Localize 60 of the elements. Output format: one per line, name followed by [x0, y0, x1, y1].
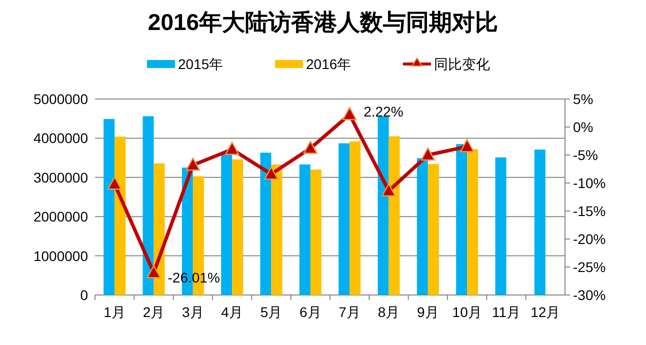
- x-tick-label: 10月: [452, 304, 482, 320]
- point: [107, 176, 122, 190]
- bar: [416, 158, 428, 295]
- bar: [534, 150, 546, 295]
- legend-label: 2016年: [306, 56, 352, 72]
- bar: [350, 141, 361, 295]
- x-tick-label: 4月: [221, 304, 243, 320]
- y2-tick-label: -15%: [573, 203, 606, 219]
- x-tick-label: 5月: [260, 304, 282, 320]
- y2-tick-label: 0%: [573, 119, 594, 135]
- x-tick-label: 1月: [104, 304, 126, 320]
- y-tick-label: 5000000: [33, 91, 88, 107]
- y-tick-label: 3000000: [33, 169, 88, 186]
- bar: [221, 152, 232, 295]
- bar: [428, 164, 439, 295]
- bar: [299, 164, 310, 295]
- y2-tick-label: -25%: [573, 259, 606, 275]
- bar: [378, 116, 389, 295]
- bar: [338, 143, 350, 295]
- point: [460, 139, 474, 152]
- x-tick-label: 6月: [300, 304, 322, 320]
- chart-title: 2016年大陆访香港人数与同期对比: [148, 9, 498, 35]
- point: [420, 147, 436, 161]
- bar: [260, 152, 272, 295]
- data-label: 2.22%: [364, 104, 404, 120]
- y-tick-label: 0: [80, 287, 88, 303]
- y2-tick-label: -5%: [573, 147, 598, 163]
- point: [303, 140, 318, 154]
- bar: [467, 149, 478, 295]
- x-tick-label: 12月: [530, 304, 560, 320]
- y-tick-label: 2000000: [33, 208, 88, 225]
- point: [342, 106, 357, 120]
- point: [146, 265, 161, 278]
- bar: [271, 164, 282, 295]
- point: [264, 166, 278, 180]
- y2-tick-label: -10%: [573, 175, 606, 191]
- x-tick-label: 9月: [417, 304, 439, 320]
- y-tick-label: 1000000: [33, 248, 88, 264]
- bar: [114, 136, 126, 295]
- x-tick-label: 8月: [378, 304, 400, 320]
- bar: [310, 170, 322, 295]
- y2-tick-label: -30%: [573, 287, 606, 303]
- legend-label: 2015年: [178, 56, 224, 72]
- bar: [142, 116, 154, 295]
- bar: [495, 157, 506, 295]
- y2-tick-label: 5%: [573, 91, 594, 107]
- point: [382, 183, 396, 196]
- x-tick-label: 3月: [182, 304, 204, 320]
- bar: [232, 159, 244, 295]
- point: [186, 157, 200, 171]
- x-tick-label: 11月: [492, 304, 521, 320]
- x-tick-label: 2月: [142, 304, 165, 320]
- point: [224, 142, 240, 155]
- y-tick-label: 4000000: [33, 130, 88, 146]
- bar: [388, 136, 400, 295]
- legend-label: 同比变化: [434, 56, 490, 72]
- x-tick-label: 7月: [338, 304, 360, 320]
- bar: [104, 118, 115, 295]
- bar: [456, 144, 468, 295]
- y2-tick-label: -20%: [573, 231, 606, 247]
